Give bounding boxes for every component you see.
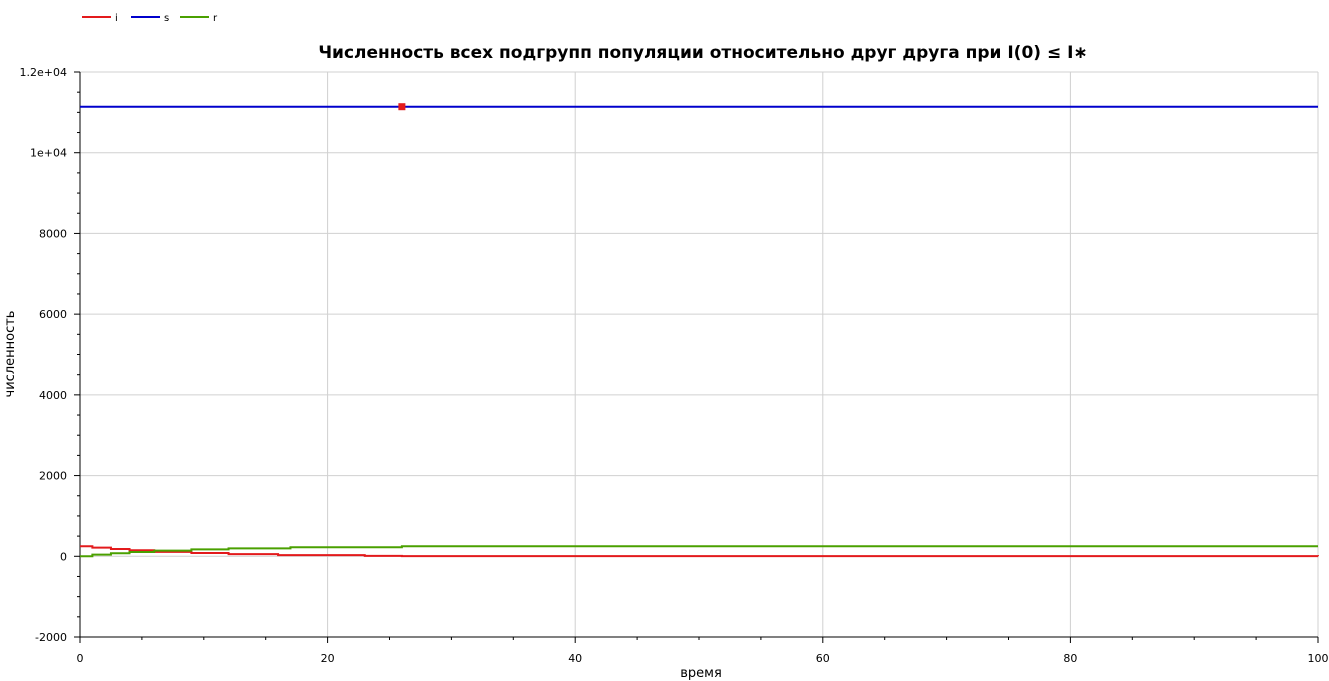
y-tick-label: 1e+04: [30, 147, 67, 160]
y-tick-label: 0: [60, 550, 67, 563]
x-tick-label: 80: [1063, 652, 1077, 665]
data-marker: [398, 103, 406, 111]
x-tick-label: 100: [1308, 652, 1329, 665]
series-line-i: [80, 545, 1319, 558]
y-tick-label: 4000: [39, 389, 67, 402]
x-axis-title: время: [680, 666, 722, 681]
x-tick-label: 20: [321, 652, 335, 665]
legend-label-i: i: [115, 13, 118, 24]
legend-label-s: s: [164, 13, 169, 24]
axes: -2000 0 2000 4000 6000 8000 1e+04 1.2e+04 0 20 40 6…: [20, 66, 1329, 665]
y-tick-label: 6000: [39, 308, 67, 321]
grid: [79, 71, 1319, 638]
x-tick-label: 0: [77, 652, 84, 665]
series-layer: [80, 105, 1319, 558]
y-axis-title: численность: [3, 311, 18, 398]
x-tick-label: 40: [568, 652, 582, 665]
chart-title: Численность всех подгрупп популяции отно…: [318, 43, 1087, 63]
y-tick-label: -2000: [35, 631, 67, 644]
x-tick-label: 60: [816, 652, 830, 665]
y-tick-label: 8000: [39, 227, 67, 240]
legend-label-r: r: [213, 13, 218, 24]
y-tick-label: 2000: [39, 470, 67, 483]
y-tick-label: 1.2e+04: [20, 66, 67, 79]
series-line-r: [80, 545, 1318, 558]
annotations: [398, 103, 406, 111]
